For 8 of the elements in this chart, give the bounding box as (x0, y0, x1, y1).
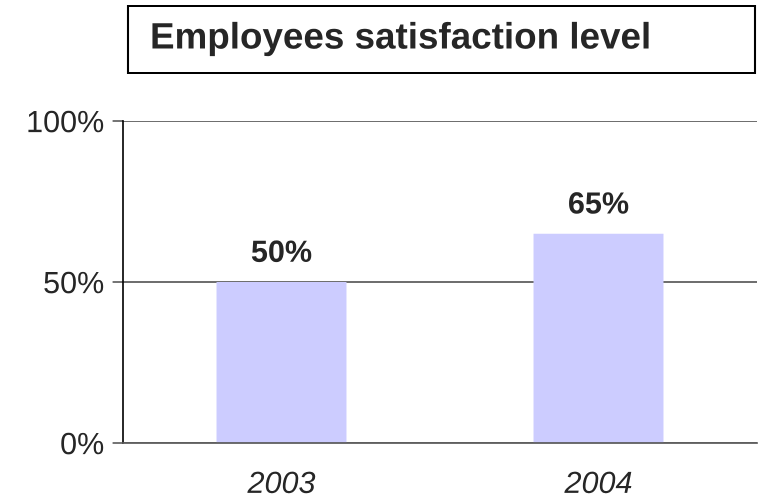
chart-title: Employees satisfaction level (152, 22, 649, 56)
y-tick-label: 0% (61, 432, 104, 454)
x-tick-label: 2004 (564, 472, 632, 494)
y-tick-label: 100% (28, 110, 104, 132)
x-tick-label: 2003 (247, 472, 316, 494)
data-label: 50% (252, 240, 312, 262)
data-label: 65% (569, 192, 628, 214)
y-tick-label: 50% (44, 272, 104, 294)
